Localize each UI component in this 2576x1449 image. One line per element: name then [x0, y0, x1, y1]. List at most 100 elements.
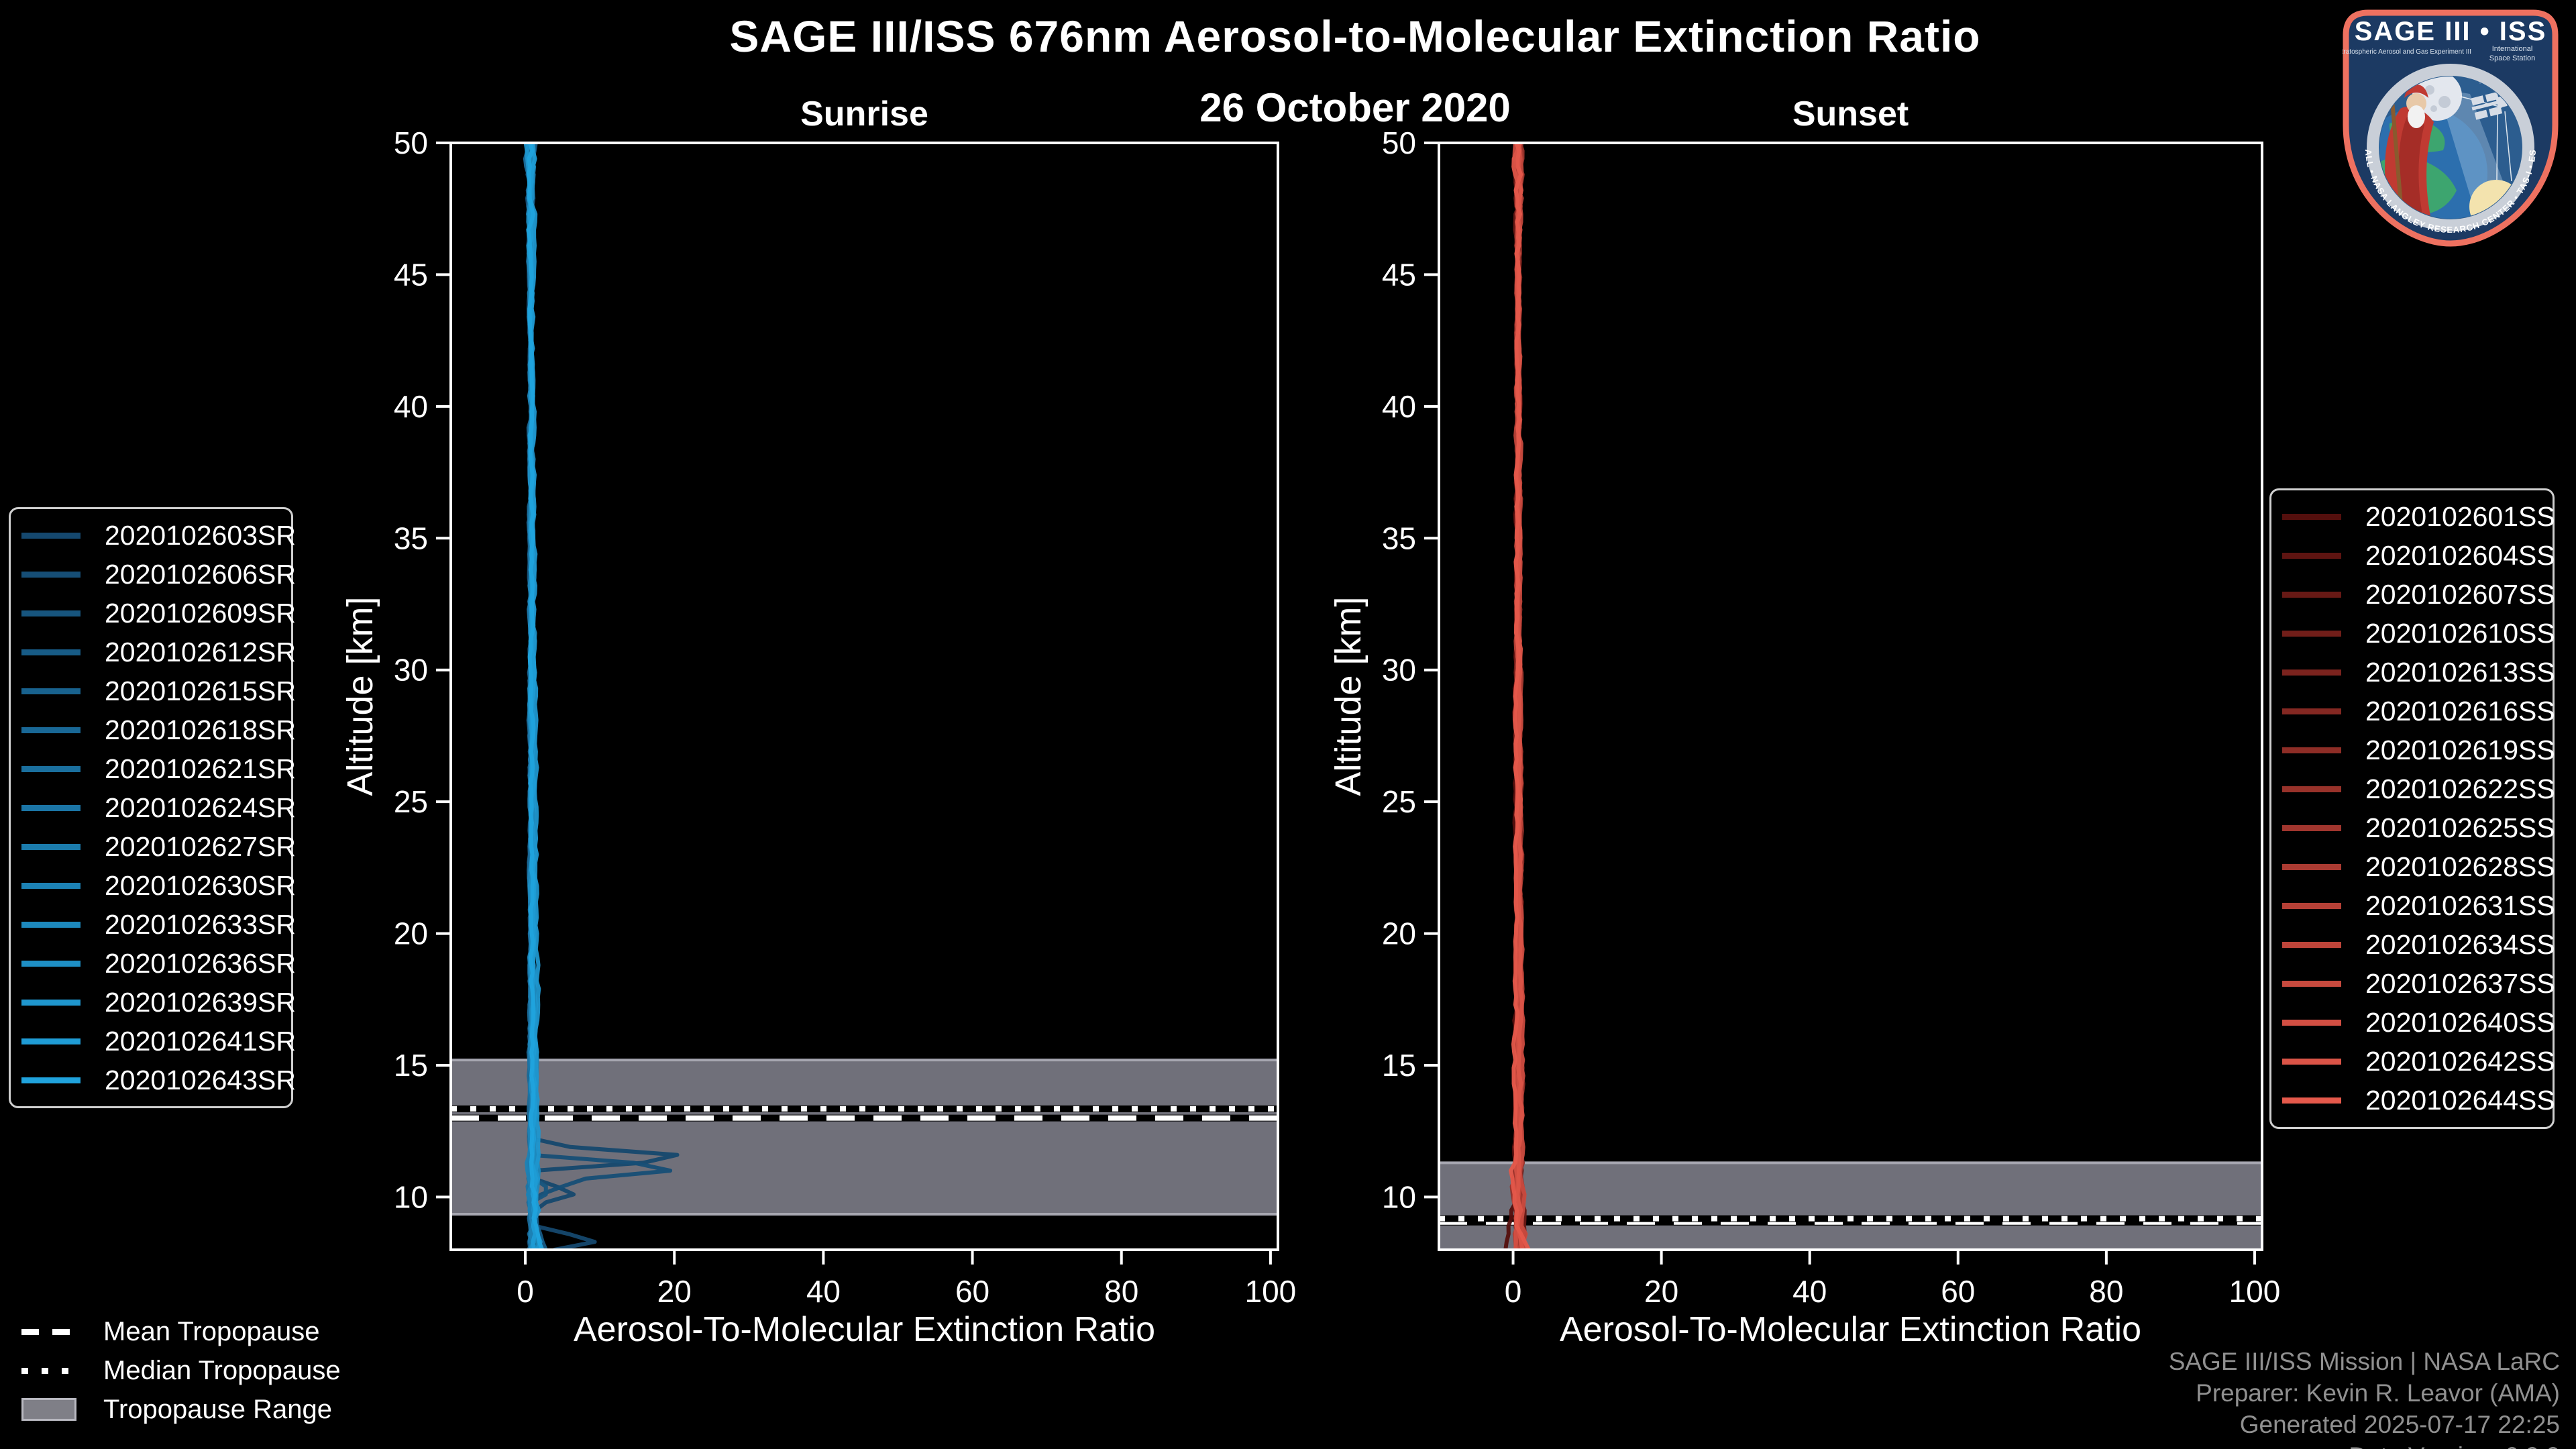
- x-tick-label: 20: [657, 1274, 692, 1309]
- legend-item: 2020102609SR: [11, 598, 296, 629]
- x-tick-label: 60: [1941, 1274, 1975, 1309]
- y-tick-label: 20: [1382, 916, 1416, 951]
- y-tick-label: 30: [1382, 653, 1416, 688]
- y-tick-label: 25: [394, 784, 428, 819]
- legend-color-swatch: [21, 999, 80, 1006]
- legend-item: 2020102636SR: [11, 948, 296, 979]
- legend-event-label: 2020102604SS: [2365, 539, 2555, 571]
- legend-color-swatch: [21, 843, 80, 850]
- legend-item: 2020102603SR: [11, 520, 296, 551]
- legend-event-label: 2020102603SR: [105, 519, 296, 551]
- legend-event-label: 2020102633SR: [105, 908, 296, 940]
- legend-color-swatch: [21, 960, 80, 967]
- tropopause-range-band: [451, 1060, 1278, 1214]
- profile-line-2020102644SS: [1509, 143, 1531, 1250]
- legend-event-label: 2020102621SR: [105, 753, 296, 784]
- legend-item: 2020102622SS: [2271, 773, 2555, 805]
- sunset-xaxis-label: Aerosol-To-Molecular Extinction Ratio: [1559, 1310, 2141, 1349]
- sunset-yaxis-label: Altitude [km]: [1328, 596, 1368, 796]
- x-tick-label: 20: [1644, 1274, 1678, 1309]
- legend-event-label: 2020102641SR: [105, 1025, 296, 1057]
- x-tick-label: 80: [2089, 1274, 2123, 1309]
- legend-item: 2020102624SR: [11, 792, 296, 824]
- legend-event-label: 2020102643SR: [105, 1064, 296, 1095]
- median-tropopause-legend-row: Median Tropopause: [21, 1351, 341, 1390]
- legend-item: 2020102639SR: [11, 987, 296, 1018]
- profile-line-2020102643SR: [526, 143, 545, 1250]
- dotted-line-sample: [21, 1367, 76, 1374]
- y-tick-label: 50: [1382, 125, 1416, 160]
- x-tick-label: 40: [1792, 1274, 1827, 1309]
- legend-color-swatch: [2282, 513, 2341, 520]
- y-tick-label: 15: [394, 1048, 428, 1083]
- legend-item: 2020102633SR: [11, 909, 296, 941]
- y-tick-label: 50: [394, 125, 428, 160]
- legend-event-label: 2020102625SS: [2365, 812, 2555, 844]
- legend-item: 2020102615SR: [11, 676, 296, 707]
- legend-item: 2020102619SS: [2271, 735, 2555, 766]
- legend-item: 2020102642SS: [2271, 1046, 2555, 1077]
- legend-item: 2020102613SS: [2271, 656, 2555, 688]
- sunrise-yaxis-label: Altitude [km]: [340, 596, 380, 796]
- legend-event-label: 2020102634SS: [2365, 929, 2555, 961]
- y-tick-label: 45: [394, 257, 428, 292]
- legend-event-label: 2020102616SS: [2365, 695, 2555, 727]
- legend-event-label: 2020102607SS: [2365, 578, 2555, 610]
- legend-color-swatch: [2282, 1097, 2341, 1104]
- legend-event-label: 2020102636SR: [105, 947, 296, 979]
- legend-event-label: 2020102618SR: [105, 714, 296, 745]
- y-tick-label: 20: [394, 916, 428, 951]
- legend-item: 2020102621SR: [11, 753, 296, 785]
- legend-color-swatch: [2282, 630, 2341, 637]
- legend-event-label: 2020102631SS: [2365, 890, 2555, 922]
- plot-frame: [1438, 142, 2263, 1251]
- legend-color-swatch: [21, 804, 80, 811]
- legend-color-swatch: [21, 688, 80, 694]
- tropopause-range-legend-row: Tropopause Range: [21, 1390, 341, 1429]
- legend-color-swatch: [21, 921, 80, 928]
- legend-color-swatch: [2282, 747, 2341, 753]
- sunrise-plot: 0 20 40 60 80 100 10 15 20 25 30 35 40 45 50: [394, 125, 1296, 1309]
- legend-color-swatch: [21, 610, 80, 616]
- tropopause-range-label: Tropopause Range: [103, 1394, 332, 1424]
- legend-color-swatch: [21, 649, 80, 655]
- logo-subtitle-left: Stratospheric Aerosol and Gas Experiment…: [2343, 48, 2471, 56]
- y-tick-label: 40: [1382, 389, 1416, 424]
- legend-event-label: 2020102601SS: [2365, 500, 2555, 532]
- x-tick-label: 0: [517, 1274, 534, 1309]
- y-tick-label: 10: [1382, 1179, 1416, 1214]
- legend-color-swatch: [2282, 669, 2341, 676]
- x-tick-label: 40: [806, 1274, 841, 1309]
- legend-item: 2020102627SR: [11, 831, 296, 863]
- legend-item: 2020102640SS: [2271, 1007, 2555, 1038]
- legend-event-label: 2020102627SR: [105, 830, 296, 862]
- tropopause-range-band: [1439, 1163, 2262, 1250]
- legend-item: 2020102630SR: [11, 870, 296, 902]
- logo-title: SAGE III • ISS: [2355, 17, 2547, 46]
- y-tick-label: 25: [1382, 784, 1416, 819]
- y-tick-label: 10: [394, 1179, 428, 1214]
- legend-color-swatch: [2282, 864, 2341, 871]
- sunrise-xaxis-label: Aerosol-To-Molecular Extinction Ratio: [573, 1310, 1155, 1349]
- legend-item: 2020102625SS: [2271, 812, 2555, 844]
- logo-subtitle-right-2: Space Station: [2489, 54, 2536, 62]
- legend-item: 2020102628SS: [2271, 851, 2555, 883]
- legend-color-swatch: [2282, 786, 2341, 792]
- x-tick-label: 80: [1104, 1274, 1138, 1309]
- legend-event-label: 2020102637SS: [2365, 968, 2555, 1000]
- legend-event-label: 2020102609SR: [105, 597, 296, 629]
- legend-event-label: 2020102639SR: [105, 986, 296, 1018]
- page-title: SAGE III/ISS 676nm Aerosol-to-Molecular …: [729, 11, 1981, 61]
- legend-color-swatch: [2282, 708, 2341, 714]
- date-subtitle: 26 October 2020: [1199, 85, 1511, 130]
- sunset-panel-title: Sunset: [1792, 95, 1909, 133]
- mean-tropopause-legend-row: Mean Tropopause: [21, 1312, 341, 1351]
- y-tick-label: 40: [394, 389, 428, 424]
- y-tick-label: 35: [394, 521, 428, 555]
- legend-color-swatch: [21, 727, 80, 733]
- legend-event-label: 2020102622SS: [2365, 773, 2555, 804]
- legend-item: 2020102612SR: [11, 637, 296, 668]
- legend-item: 2020102607SS: [2271, 578, 2555, 610]
- legend-event-label: 2020102613SS: [2365, 656, 2555, 688]
